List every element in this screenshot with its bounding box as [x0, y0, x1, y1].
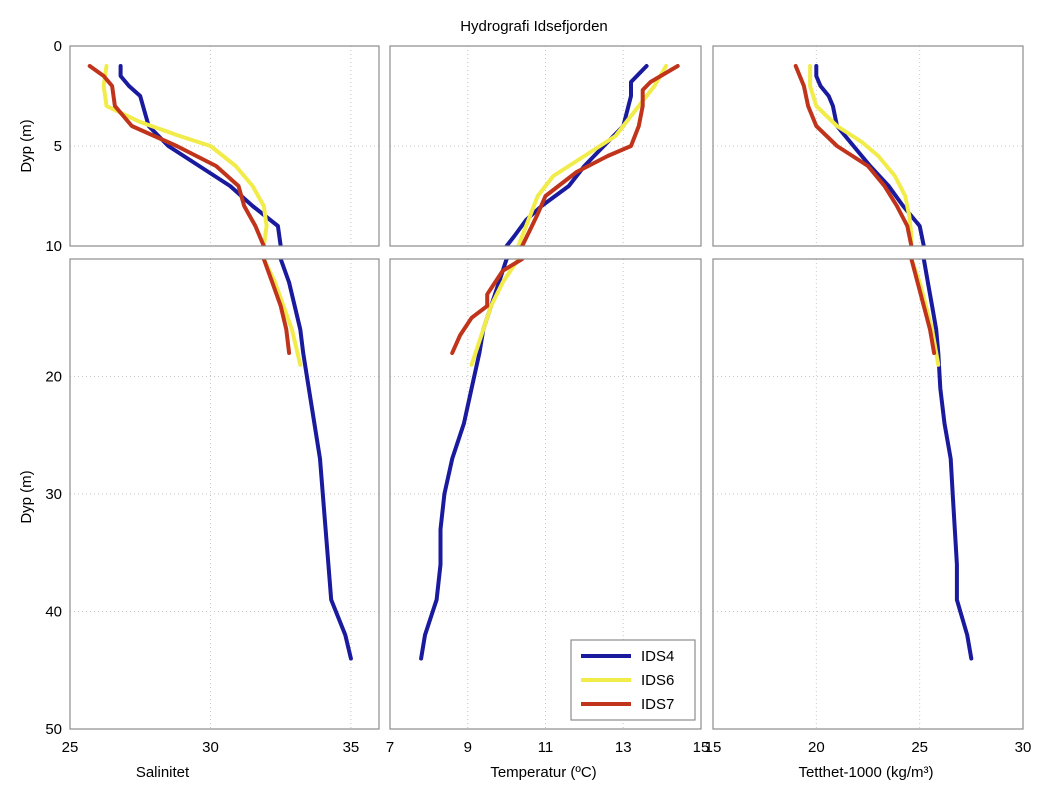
panel-3-lower: [712, 258, 1024, 730]
y-tick-label: 30: [45, 486, 62, 503]
series-line-ids7: [261, 259, 292, 355]
legend-label-ids4: IDS4: [641, 648, 674, 665]
panel-frame: [712, 258, 1024, 730]
x-tick-label: 35: [343, 739, 360, 756]
x-tick-label: 20: [808, 739, 825, 756]
panel-3-upper: [712, 45, 1024, 247]
x-tick-label: 7: [386, 739, 394, 756]
series-line-ids7: [793, 64, 914, 246]
x-tick-label: 15: [705, 739, 722, 756]
x-tick-label: 30: [202, 739, 219, 756]
y-tick-label: 0: [54, 38, 62, 55]
y-tick-label: 40: [45, 604, 62, 621]
series-line-ids6: [516, 64, 668, 246]
panel-background: [713, 259, 1023, 729]
x-tick-label: 25: [911, 739, 928, 756]
y-tick-label: 20: [45, 369, 62, 386]
panel-frame: [389, 258, 702, 730]
x-axis-label: Temperatur (ºC): [490, 764, 596, 781]
x-tick-label: 13: [615, 739, 632, 756]
series-line-ids6: [469, 259, 521, 367]
series-line-ids4: [278, 259, 353, 661]
panel-1-upper: [69, 45, 380, 247]
x-axis-label: Tetthet-1000 (kg/m³): [798, 764, 933, 781]
panel-frame: [712, 45, 1024, 247]
y-tick-label: 50: [45, 721, 62, 738]
series-line-ids7: [909, 259, 937, 355]
series-line-ids6: [261, 259, 303, 367]
series-line-ids4: [504, 64, 649, 246]
x-axis-label: Salinitet: [136, 764, 190, 781]
panel-background: [70, 46, 379, 246]
series-line-ids4: [118, 64, 283, 246]
x-tick-label: 25: [62, 739, 79, 756]
panel-1-lower: [69, 258, 380, 730]
plot-area: 25 30 35 Salinitet 7 9 11 13 15 Temperatur (ºC) 15…: [45, 38, 1031, 781]
series-line-ids4: [814, 64, 926, 246]
series-line-ids7: [450, 259, 525, 355]
x-tick-label: 15: [693, 739, 710, 756]
x-tick-label: 9: [464, 739, 472, 756]
legend-label-ids6: IDS6: [641, 672, 674, 689]
legend-label-ids7: IDS7: [641, 696, 674, 713]
panel-background: [70, 259, 379, 729]
y-axis-label-upper: Dyp (m): [18, 119, 35, 172]
series-line-ids6: [101, 64, 269, 246]
y-axis-label-lower: Dyp (m): [18, 470, 35, 523]
x-tick-label: 30: [1015, 739, 1032, 756]
series-line-ids4: [921, 259, 974, 661]
panel-frame: [389, 45, 702, 247]
series-line-ids7: [87, 64, 266, 246]
y-tick-label: 5: [54, 138, 62, 155]
series-line-ids4: [419, 259, 510, 661]
series-line-ids6: [909, 259, 941, 367]
panel-2-upper: [389, 45, 702, 247]
panel-frame: [69, 258, 380, 730]
figure-title: Hydrografi Idsefjorden: [460, 18, 608, 35]
legend: IDS4 IDS6 IDS7: [570, 639, 696, 721]
x-tick-label: 11: [538, 739, 554, 756]
panel-frame: [69, 45, 380, 247]
series-line-ids7: [519, 64, 680, 246]
y-tick-label: 10: [45, 238, 62, 255]
